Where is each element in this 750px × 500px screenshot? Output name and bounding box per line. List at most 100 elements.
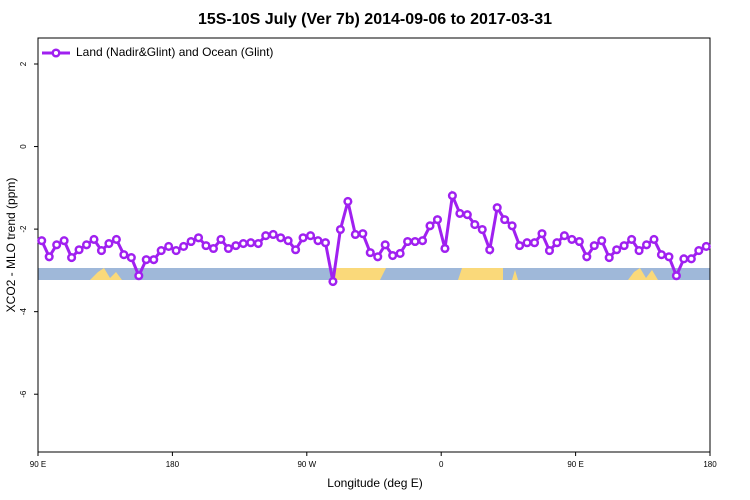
- point: [649, 234, 659, 244]
- point: [67, 253, 77, 263]
- point: [149, 255, 159, 265]
- point: [664, 252, 674, 262]
- point: [582, 252, 592, 262]
- x-tick-label: 90 W: [297, 460, 316, 469]
- point: [589, 241, 599, 251]
- point: [186, 236, 196, 247]
- point: [470, 220, 480, 230]
- point: [335, 224, 345, 235]
- y-tick-label: -6: [19, 390, 28, 398]
- point: [574, 236, 584, 247]
- point: [298, 233, 308, 243]
- point: [328, 276, 338, 287]
- point: [507, 221, 517, 231]
- point: [440, 243, 450, 254]
- point: [492, 203, 502, 213]
- point: [268, 229, 278, 240]
- point: [701, 241, 711, 251]
- point: [37, 236, 47, 246]
- point: [597, 236, 607, 246]
- point: [283, 236, 293, 246]
- point: [529, 238, 540, 248]
- point: [380, 240, 390, 250]
- point: [537, 229, 547, 239]
- point: [627, 234, 637, 244]
- point: [634, 246, 644, 256]
- point: [119, 250, 129, 260]
- point: [246, 238, 256, 248]
- point: [305, 231, 316, 241]
- x-axis-label: Longitude (deg E): [327, 476, 422, 490]
- point: [485, 245, 495, 255]
- point: [455, 208, 465, 218]
- point: [403, 236, 413, 247]
- point: [679, 254, 689, 264]
- point: [104, 239, 114, 249]
- point: [410, 236, 420, 247]
- point: [522, 238, 532, 248]
- point: [291, 245, 301, 255]
- point: [89, 234, 99, 244]
- point: [395, 248, 405, 259]
- x-tick-label: 180: [166, 460, 180, 469]
- x-tick-label: 180: [703, 460, 717, 469]
- point: [567, 234, 577, 244]
- point: [365, 248, 375, 258]
- point: [425, 221, 435, 231]
- point: [59, 236, 69, 246]
- legend-marker: [51, 48, 61, 58]
- point: [477, 224, 487, 235]
- x-tick-label: 90 E: [30, 460, 46, 469]
- point: [44, 252, 54, 262]
- point: [320, 238, 331, 248]
- point: [156, 246, 166, 256]
- point: [74, 245, 84, 255]
- x-tick-label: 0: [439, 460, 444, 469]
- point: [619, 241, 629, 251]
- point: [388, 250, 398, 261]
- point: [552, 238, 562, 248]
- point: [559, 231, 569, 241]
- point: [126, 253, 136, 263]
- point: [641, 240, 652, 250]
- point: [694, 246, 704, 256]
- land-ocean-strip: [38, 268, 710, 280]
- point: [96, 246, 107, 256]
- point: [208, 243, 219, 254]
- y-tick-label: -2: [19, 225, 28, 233]
- point: [141, 255, 151, 265]
- point: [111, 234, 121, 244]
- point: [238, 239, 248, 249]
- point: [231, 241, 241, 251]
- y-tick-label: 0: [19, 144, 28, 149]
- y-tick-label: -4: [19, 308, 28, 316]
- y-tick-label: 2: [19, 61, 28, 66]
- point: [223, 243, 233, 254]
- point: [671, 271, 681, 281]
- point: [179, 241, 189, 251]
- point: [193, 233, 204, 243]
- point: [373, 252, 383, 262]
- point: [134, 271, 144, 281]
- legend-label: Land (Nadir&Glint) and Ocean (Glint): [76, 45, 273, 59]
- point: [686, 254, 696, 264]
- point: [52, 240, 62, 250]
- point: [544, 246, 555, 256]
- plot-frame: [37, 37, 711, 453]
- x-tick-label: 90 E: [567, 460, 583, 469]
- point: [216, 234, 226, 244]
- point: [358, 229, 368, 239]
- point: [417, 236, 428, 246]
- point: [201, 241, 211, 251]
- chart-title: 15S-10S July (Ver 7b) 2014-09-06 to 2017…: [198, 11, 552, 28]
- point: [261, 231, 271, 241]
- point: [164, 241, 174, 251]
- point: [604, 253, 614, 263]
- point: [343, 196, 353, 207]
- point: [462, 210, 472, 220]
- point: [171, 246, 181, 256]
- point: [612, 245, 622, 255]
- point: [81, 240, 92, 250]
- point: [253, 239, 263, 249]
